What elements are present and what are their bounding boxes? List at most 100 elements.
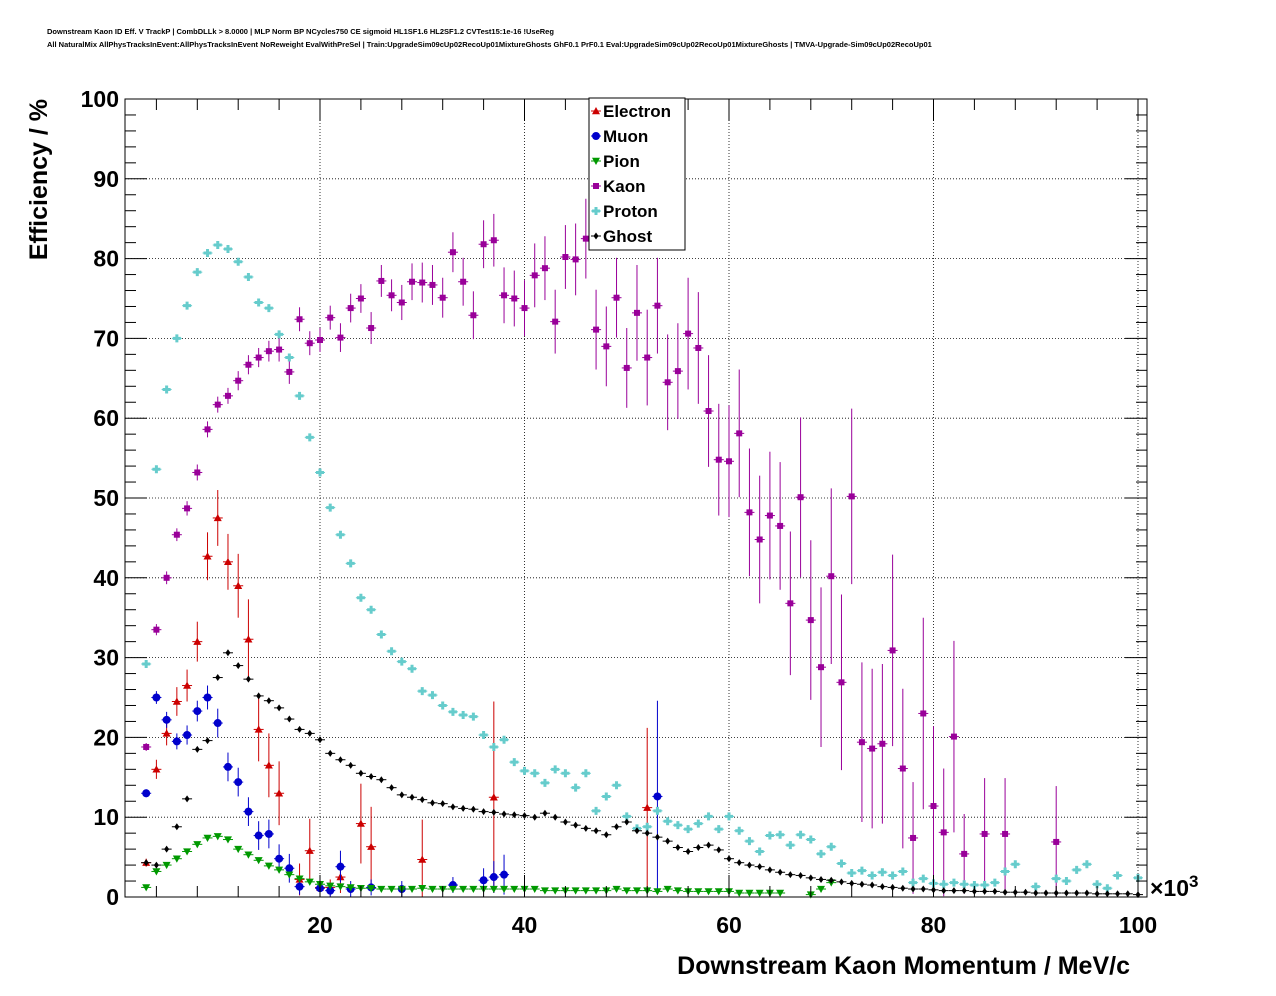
data-point: [959, 880, 970, 889]
data-point: [274, 337, 285, 362]
ghost-marker: [419, 796, 425, 804]
kaon-marker: [337, 334, 344, 341]
kaon-marker: [245, 361, 252, 368]
data-point: [396, 284, 407, 321]
data-point: [805, 540, 816, 700]
kaon-marker: [449, 249, 456, 256]
data-point: [867, 871, 878, 880]
kaon-marker: [460, 278, 467, 285]
kaon-marker: [644, 354, 651, 361]
data-point: [171, 733, 182, 750]
electron-marker: [264, 761, 273, 769]
proton-marker: [183, 301, 192, 310]
y-tick-label: 30: [93, 645, 119, 671]
data-point: [233, 257, 244, 266]
data-point: [662, 885, 673, 894]
data-point: [509, 811, 520, 819]
pion-marker: [776, 889, 785, 898]
kaon-marker: [593, 326, 600, 333]
kaon-marker: [920, 710, 927, 717]
data-point: [867, 668, 878, 829]
data-point: [335, 883, 346, 891]
data-point: [713, 888, 724, 896]
ghost-marker: [317, 736, 323, 744]
legend-pion-marker: [592, 157, 600, 165]
electron-marker: [305, 846, 314, 854]
data-point: [509, 758, 520, 767]
ghost-marker: [828, 876, 834, 884]
data-point: [222, 649, 233, 657]
data-point: [631, 264, 642, 361]
ghost-marker: [757, 863, 763, 871]
data-point: [294, 307, 305, 332]
data-point: [611, 823, 622, 831]
data-point: [263, 862, 274, 870]
data-point: [202, 737, 213, 745]
kaon-marker: [347, 305, 354, 312]
data-point: [304, 729, 315, 737]
kaon-marker: [746, 509, 753, 516]
proton-marker: [725, 812, 733, 821]
pion-marker: [377, 885, 386, 894]
data-point: [141, 742, 152, 751]
data-point: [376, 776, 387, 784]
data-point: [233, 767, 244, 797]
data-point: [734, 369, 745, 498]
proton-marker: [203, 249, 212, 258]
kaon-marker: [501, 292, 508, 299]
pion-marker: [612, 885, 621, 894]
data-point: [202, 532, 213, 581]
kaon-marker: [265, 348, 272, 355]
data-point: [386, 647, 397, 656]
data-point: [417, 687, 428, 696]
proton-marker: [796, 830, 805, 839]
data-point: [918, 617, 929, 810]
pion-marker: [183, 848, 192, 856]
proton-marker: [561, 769, 570, 778]
data-point: [376, 885, 387, 894]
data-point: [284, 871, 295, 879]
pion-marker: [418, 885, 427, 893]
proton-marker: [919, 874, 928, 883]
kaon-marker: [388, 292, 395, 299]
data-point: [754, 847, 765, 856]
data-point: [182, 848, 193, 856]
data-point: [693, 844, 704, 852]
kaon-marker: [572, 256, 579, 263]
proton-marker: [316, 468, 324, 477]
data-point: [253, 347, 264, 368]
data-point: [386, 279, 397, 312]
electron-marker: [213, 513, 222, 522]
proton-marker: [1052, 874, 1061, 883]
proton-marker: [735, 826, 744, 835]
data-point: [345, 559, 356, 568]
ghost-marker: [869, 881, 875, 889]
data-point: [222, 387, 233, 404]
data-point: [212, 833, 223, 841]
legend-label: Electron: [603, 102, 671, 121]
data-point: [151, 759, 162, 779]
data-point: [1030, 882, 1041, 891]
data-point: [233, 662, 244, 670]
data-point: [1122, 890, 1133, 898]
data-point: [846, 879, 857, 887]
ghost-marker: [603, 831, 609, 839]
proton-marker: [571, 783, 580, 792]
data-point: [529, 813, 540, 821]
data-point: [284, 715, 295, 723]
data-point: [1020, 888, 1031, 896]
data-point: [1000, 888, 1011, 896]
data-point: [683, 848, 694, 856]
data-point: [744, 861, 755, 869]
series-pion: [141, 833, 837, 899]
data-point: [396, 791, 407, 799]
pion-marker: [704, 888, 713, 896]
proton-marker: [714, 825, 723, 834]
kaon-marker: [766, 512, 773, 519]
data-point: [928, 726, 939, 886]
pion-marker: [592, 887, 601, 895]
proton-marker: [694, 819, 703, 828]
data-point: [539, 809, 550, 817]
data-point: [161, 861, 172, 870]
ghost-marker: [552, 813, 558, 821]
